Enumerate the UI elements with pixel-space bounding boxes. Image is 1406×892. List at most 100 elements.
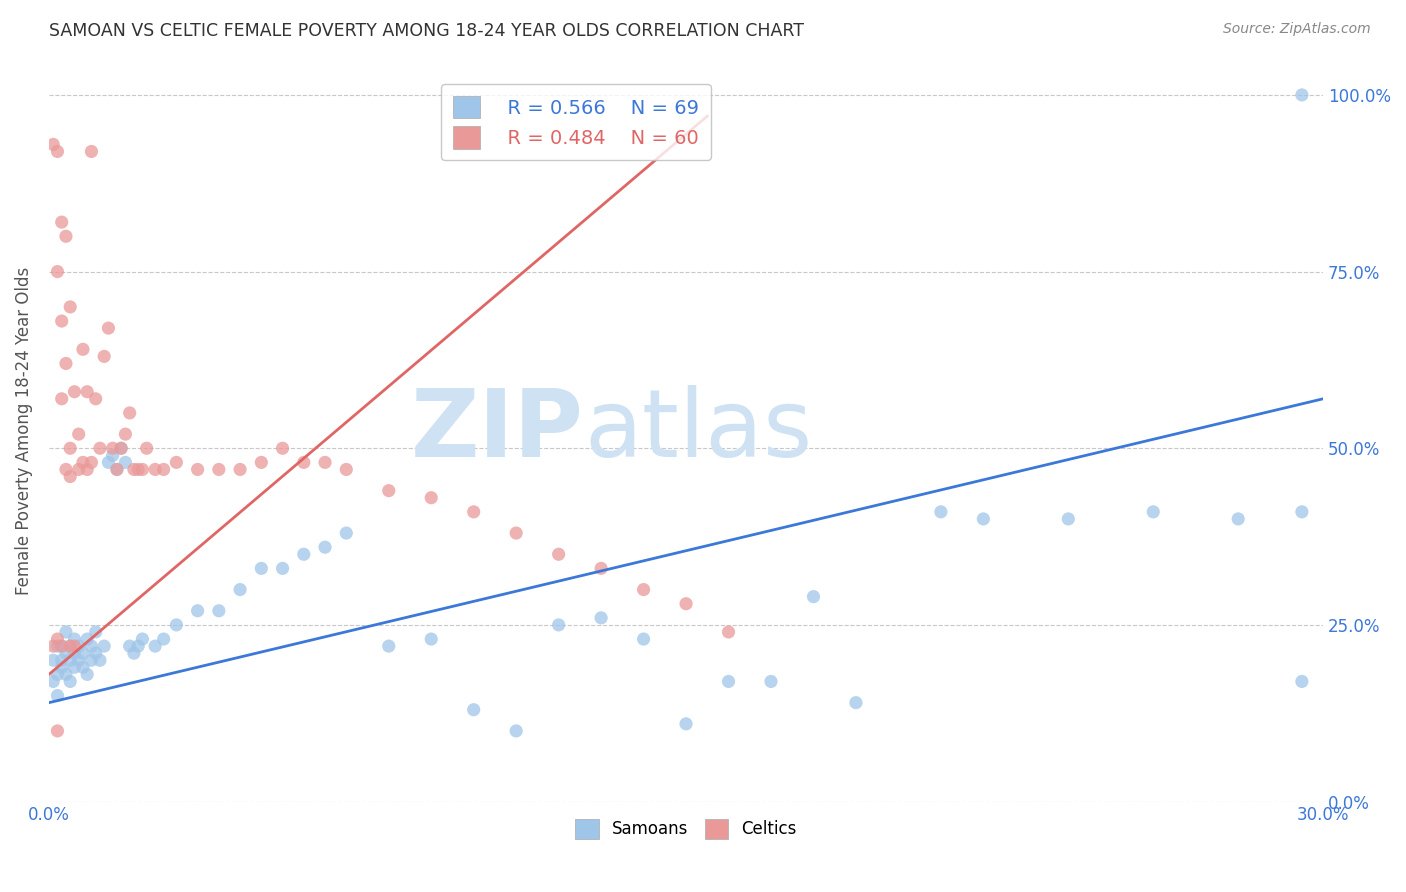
- Point: [63, 639, 86, 653]
- Point: [165, 618, 187, 632]
- Point: [717, 624, 740, 639]
- Point: [76, 384, 98, 399]
- Point: [80, 145, 103, 159]
- Point: [76, 667, 98, 681]
- Point: [84, 392, 107, 406]
- Point: [42, 639, 65, 653]
- Point: [51, 392, 73, 406]
- Point: [80, 639, 103, 653]
- Point: [72, 343, 94, 357]
- Point: [165, 455, 187, 469]
- Point: [97, 455, 120, 469]
- Point: [187, 604, 209, 618]
- Point: [51, 660, 73, 674]
- Point: [314, 455, 336, 469]
- Point: [101, 448, 124, 462]
- Point: [127, 462, 149, 476]
- Point: [131, 462, 153, 476]
- Point: [46, 145, 69, 159]
- Point: [972, 512, 994, 526]
- Point: [1227, 512, 1250, 526]
- Point: [46, 689, 69, 703]
- Point: [143, 639, 166, 653]
- Point: [72, 455, 94, 469]
- Point: [51, 314, 73, 328]
- Point: [55, 462, 77, 476]
- Point: [42, 674, 65, 689]
- Point: [1057, 512, 1080, 526]
- Point: [929, 505, 952, 519]
- Point: [314, 540, 336, 554]
- Point: [118, 639, 141, 653]
- Point: [72, 646, 94, 660]
- Point: [51, 639, 73, 653]
- Point: [271, 561, 294, 575]
- Point: [105, 462, 128, 476]
- Point: [55, 624, 77, 639]
- Text: atlas: atlas: [583, 384, 813, 476]
- Point: [59, 653, 82, 667]
- Point: [46, 632, 69, 646]
- Point: [633, 582, 655, 597]
- Text: Source: ZipAtlas.com: Source: ZipAtlas.com: [1223, 22, 1371, 37]
- Point: [547, 618, 569, 632]
- Point: [51, 215, 73, 229]
- Point: [591, 611, 613, 625]
- Point: [63, 384, 86, 399]
- Point: [250, 455, 273, 469]
- Point: [110, 442, 132, 456]
- Point: [1291, 87, 1313, 102]
- Point: [84, 624, 107, 639]
- Point: [84, 646, 107, 660]
- Point: [208, 462, 231, 476]
- Point: [63, 646, 86, 660]
- Point: [759, 674, 782, 689]
- Point: [80, 653, 103, 667]
- Point: [63, 632, 86, 646]
- Point: [59, 639, 82, 653]
- Point: [250, 561, 273, 575]
- Point: [1291, 505, 1313, 519]
- Point: [135, 442, 157, 456]
- Text: ZIP: ZIP: [411, 384, 583, 476]
- Point: [97, 321, 120, 335]
- Point: [114, 455, 136, 469]
- Point: [131, 632, 153, 646]
- Point: [292, 455, 315, 469]
- Point: [118, 406, 141, 420]
- Point: [51, 639, 73, 653]
- Point: [76, 462, 98, 476]
- Legend: Samoans, Celtics: Samoans, Celtics: [568, 813, 804, 846]
- Point: [67, 639, 90, 653]
- Point: [46, 639, 69, 653]
- Point: [675, 716, 697, 731]
- Point: [59, 300, 82, 314]
- Point: [55, 356, 77, 370]
- Point: [1291, 674, 1313, 689]
- Point: [63, 660, 86, 674]
- Point: [292, 547, 315, 561]
- Point: [463, 505, 485, 519]
- Point: [67, 653, 90, 667]
- Point: [675, 597, 697, 611]
- Point: [152, 462, 174, 476]
- Point: [143, 462, 166, 476]
- Point: [46, 723, 69, 738]
- Point: [591, 561, 613, 575]
- Point: [420, 491, 443, 505]
- Point: [122, 462, 145, 476]
- Point: [633, 632, 655, 646]
- Point: [80, 455, 103, 469]
- Point: [101, 442, 124, 456]
- Point: [377, 483, 399, 498]
- Point: [1142, 505, 1164, 519]
- Point: [89, 653, 111, 667]
- Y-axis label: Female Poverty Among 18-24 Year Olds: Female Poverty Among 18-24 Year Olds: [15, 267, 32, 595]
- Point: [55, 646, 77, 660]
- Point: [105, 462, 128, 476]
- Point: [505, 723, 527, 738]
- Point: [42, 653, 65, 667]
- Point: [42, 137, 65, 152]
- Point: [110, 442, 132, 456]
- Point: [505, 526, 527, 541]
